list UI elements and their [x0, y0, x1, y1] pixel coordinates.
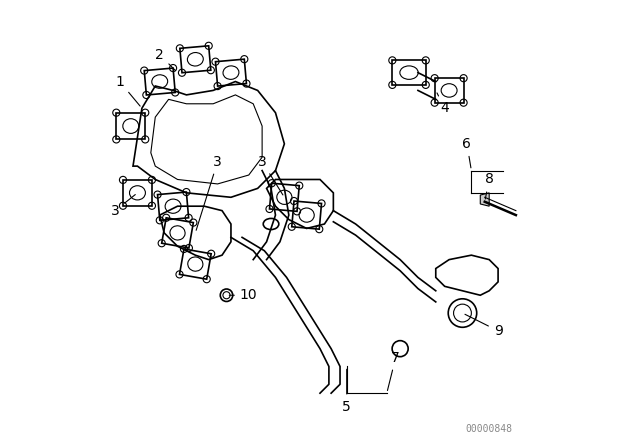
Text: 3: 3 [196, 155, 222, 230]
Text: 4: 4 [437, 93, 449, 115]
Text: 3: 3 [258, 155, 283, 195]
Text: 5: 5 [342, 369, 351, 414]
Polygon shape [480, 193, 489, 206]
Text: 6: 6 [463, 137, 472, 168]
Text: 10: 10 [229, 288, 257, 302]
Text: 7: 7 [387, 351, 400, 391]
Text: 2: 2 [156, 48, 175, 71]
Text: 1: 1 [115, 74, 140, 106]
Text: 8: 8 [484, 172, 493, 199]
Text: 3: 3 [111, 194, 135, 218]
Text: 00000848: 00000848 [466, 424, 513, 434]
Text: 9: 9 [465, 314, 502, 338]
